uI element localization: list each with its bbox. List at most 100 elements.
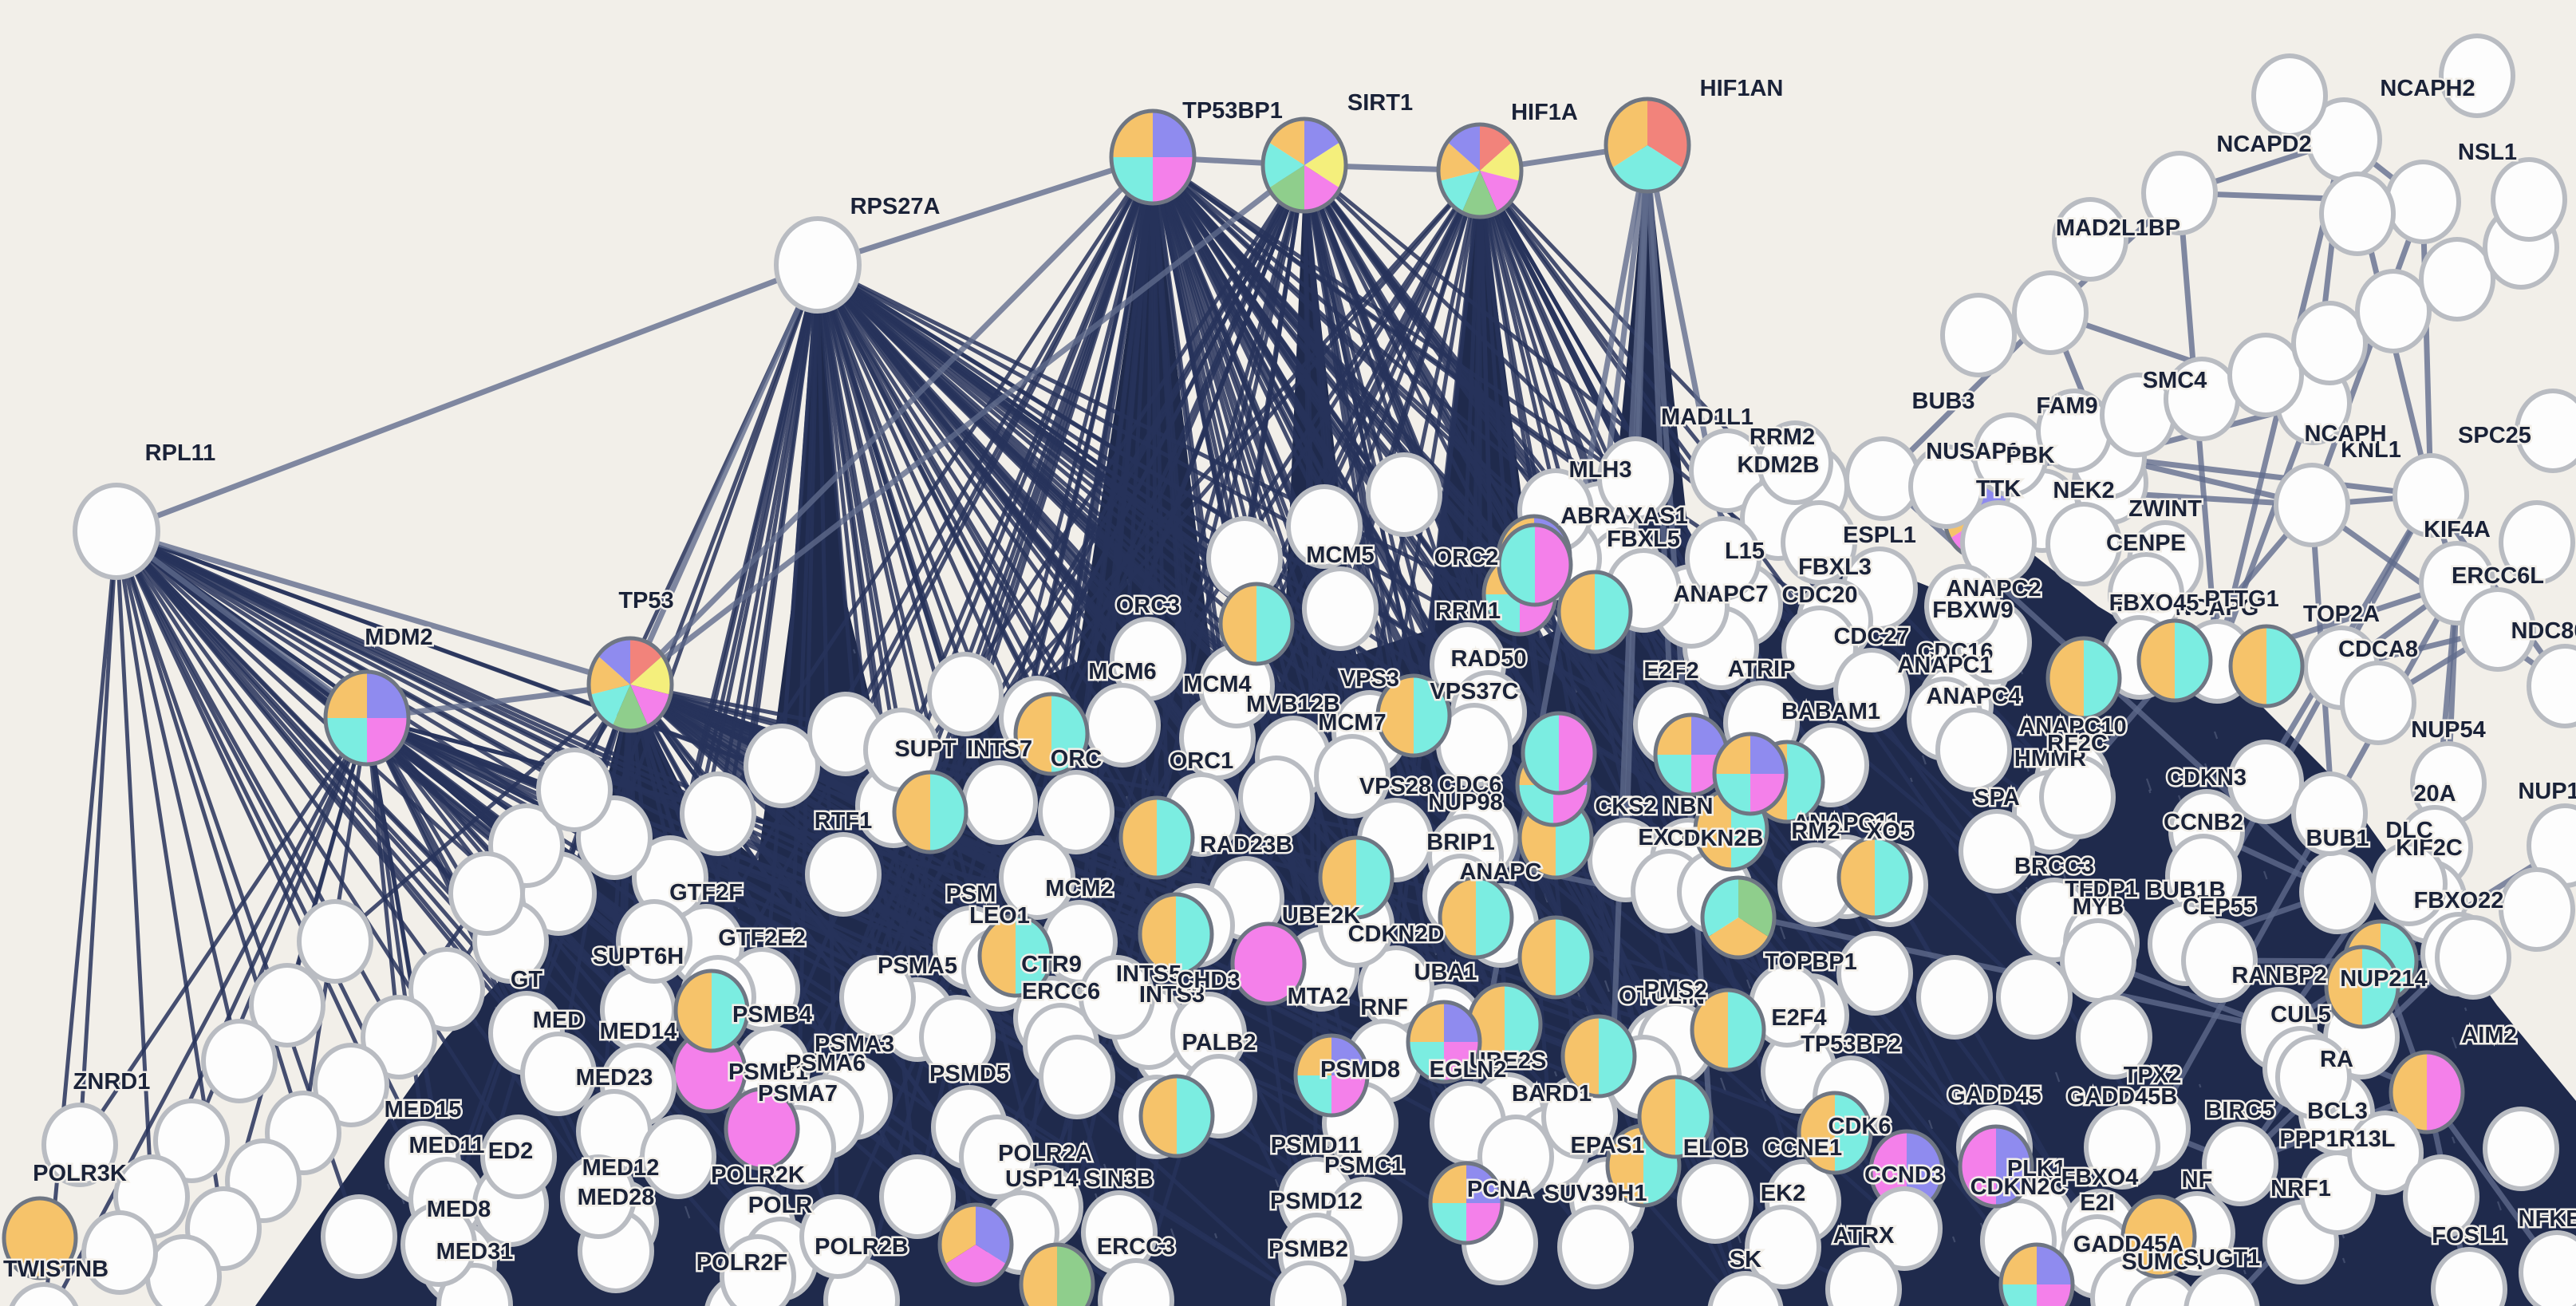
- graph-node[interactable]: [73, 483, 160, 580]
- graph-node[interactable]: [673, 969, 750, 1053]
- graph-node[interactable]: [1521, 711, 1597, 795]
- graph-node[interactable]: [2403, 1154, 2479, 1239]
- graph-node[interactable]: [1428, 1161, 1505, 1245]
- graph-node[interactable]: [2431, 1247, 2507, 1306]
- graph-node[interactable]: [1825, 1247, 1902, 1306]
- graph-node[interactable]: [1286, 484, 1363, 569]
- graph-node[interactable]: [839, 955, 916, 1040]
- graph-node[interactable]: [1960, 500, 2037, 585]
- edge[interactable]: [628, 155, 1155, 687]
- edge[interactable]: [116, 528, 631, 688]
- graph-node[interactable]: [2435, 915, 2511, 1000]
- graph-node[interactable]: [959, 1115, 1036, 1199]
- edge[interactable]: [2420, 201, 2434, 496]
- graph-node[interactable]: [2045, 636, 2122, 720]
- graph-node[interactable]: [999, 835, 1075, 920]
- graph-node[interactable]: [1959, 809, 2035, 894]
- graph-node[interactable]: [400, 1202, 477, 1287]
- graph-node[interactable]: [1797, 1091, 1873, 1175]
- graph-node[interactable]: [1260, 116, 1348, 214]
- graph-node[interactable]: [2120, 1194, 2197, 1279]
- graph-node[interactable]: [1836, 931, 1913, 1016]
- graph-node[interactable]: [560, 1154, 637, 1239]
- graph-node[interactable]: [1908, 444, 1985, 529]
- graph-node[interactable]: [1039, 1035, 1115, 1119]
- graph-node[interactable]: [2136, 618, 2213, 703]
- graph-node[interactable]: [1118, 795, 1195, 880]
- graph-node[interactable]: [2460, 587, 2536, 672]
- graph-node[interactable]: [1604, 97, 1691, 194]
- graph-node[interactable]: [361, 995, 437, 1079]
- graph-node[interactable]: [1109, 109, 1197, 206]
- graph-node[interactable]: [2491, 157, 2567, 242]
- graph-node[interactable]: [1406, 1000, 1482, 1084]
- graph-node[interactable]: [2227, 333, 2304, 417]
- edge[interactable]: [115, 262, 819, 535]
- graph-node[interactable]: [1996, 955, 2073, 1040]
- graph-node[interactable]: [1935, 708, 2012, 792]
- graph-node[interactable]: [2527, 644, 2576, 728]
- graph-node[interactable]: [1038, 770, 1114, 854]
- graph-node[interactable]: [1844, 436, 1921, 521]
- graph-node[interactable]: [1757, 420, 1833, 505]
- graph-node[interactable]: [1293, 1033, 1370, 1118]
- graph-node[interactable]: [1556, 570, 1633, 654]
- graph-node[interactable]: [2084, 1105, 2160, 1190]
- graph-node[interactable]: [640, 1115, 716, 1199]
- graph-node[interactable]: [249, 963, 325, 1048]
- graph-node[interactable]: [1230, 921, 1307, 1006]
- graph-node[interactable]: [2483, 1107, 2559, 1191]
- edge[interactable]: [2309, 200, 2426, 507]
- graph-node[interactable]: [1436, 122, 1524, 219]
- graph-node[interactable]: [2202, 1122, 2278, 1206]
- graph-node[interactable]: [961, 760, 1038, 845]
- graph-node[interactable]: [2499, 867, 2575, 952]
- graph-node[interactable]: [2515, 389, 2576, 473]
- graph-node[interactable]: [892, 770, 968, 854]
- edge[interactable]: [2108, 454, 2432, 499]
- graph-node[interactable]: [1685, 516, 1761, 601]
- graph-node[interactable]: [1940, 293, 2017, 377]
- graph-node[interactable]: [2141, 151, 2218, 235]
- graph-node[interactable]: [919, 995, 996, 1079]
- graph-node[interactable]: [1013, 692, 1090, 776]
- graph-node[interactable]: [297, 899, 373, 984]
- edge[interactable]: [816, 154, 1154, 268]
- graph-node[interactable]: [2291, 771, 2368, 856]
- graph-node[interactable]: [774, 216, 862, 314]
- graph-node[interactable]: [2039, 755, 2116, 839]
- graph-node[interactable]: [2012, 270, 2089, 355]
- edge[interactable]: [366, 681, 631, 721]
- graph-node[interactable]: [2419, 237, 2495, 322]
- graph-node[interactable]: [1318, 835, 1395, 920]
- graph-node[interactable]: [1079, 955, 1155, 1040]
- graph-node[interactable]: [153, 1099, 230, 1183]
- graph-node[interactable]: [2439, 34, 2515, 118]
- graph-node[interactable]: [2319, 172, 2396, 256]
- graph-node[interactable]: [2519, 1230, 2576, 1306]
- edge[interactable]: [2214, 401, 2317, 663]
- graph-node[interactable]: [2045, 502, 2122, 586]
- graph-node[interactable]: [480, 1115, 557, 1199]
- graph-node[interactable]: [536, 748, 613, 832]
- graph-node[interactable]: [1637, 1075, 1714, 1159]
- graph-node[interactable]: [1833, 648, 1910, 732]
- graph-node[interactable]: [1866, 1186, 1943, 1271]
- graph-node[interactable]: [2076, 995, 2152, 1079]
- graph-node[interactable]: [321, 1194, 397, 1279]
- edge[interactable]: [2149, 582, 2460, 1130]
- graph-node[interactable]: [586, 636, 674, 733]
- graph-node[interactable]: [2499, 500, 2575, 585]
- graph-node[interactable]: [1958, 1124, 2034, 1209]
- graph-node[interactable]: [1707, 1271, 1784, 1306]
- graph-node[interactable]: [201, 1019, 278, 1103]
- graph-node[interactable]: [2324, 945, 2400, 1029]
- nodes-layer[interactable]: [2, 34, 2576, 1306]
- graph-node[interactable]: [2291, 301, 2368, 385]
- graph-node[interactable]: [724, 1087, 800, 1171]
- graph-node[interactable]: [2385, 160, 2461, 244]
- graph-node[interactable]: [2347, 1111, 2424, 1195]
- graph-node[interactable]: [1998, 1242, 2075, 1306]
